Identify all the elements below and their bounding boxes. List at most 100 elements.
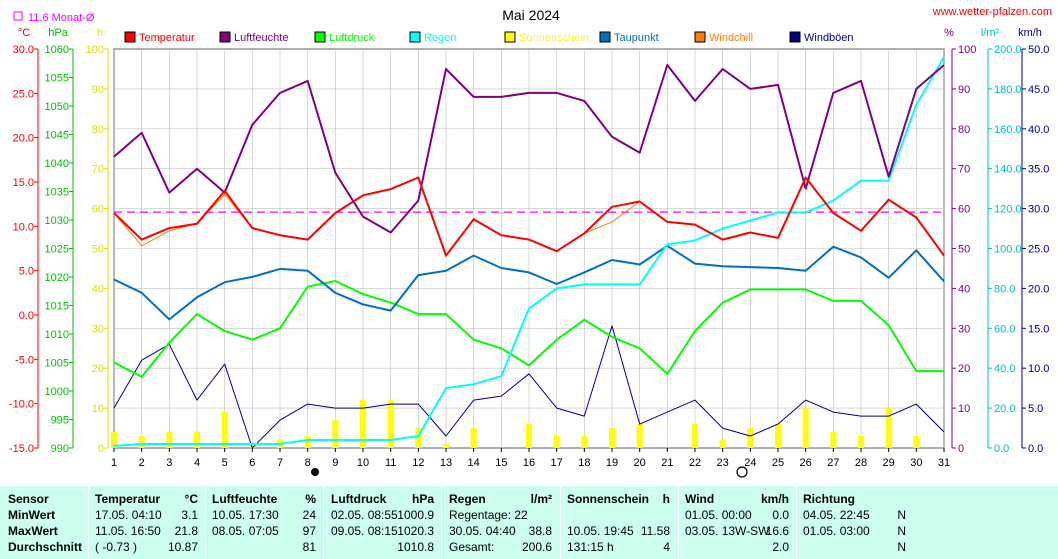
- legend-swatch: [314, 31, 326, 43]
- pressure-tick-label: 1010: [45, 329, 69, 341]
- table-cell: 200.6: [521, 540, 552, 554]
- sunshine-bar: [858, 436, 864, 448]
- table-cell: N: [897, 540, 906, 554]
- sunshine-bar: [553, 436, 560, 448]
- avg-legend-label: 11.6 Monat-Ø: [28, 12, 95, 24]
- weather-chart: Mai 2024 www.wetter-pfalzen.com 11.6 Mon…: [9, 6, 1052, 478]
- x-tick-label: 14: [468, 457, 480, 469]
- humidity-tick-label: 100: [958, 44, 976, 56]
- rain-tick-label: 60.0: [994, 323, 1015, 335]
- table-cell: 10.87: [167, 540, 198, 554]
- x-tick-label: 8: [305, 457, 311, 469]
- x-tick-label: 15: [495, 457, 507, 469]
- x-tick-label: 9: [332, 457, 338, 469]
- pressure-tick-label: 1040: [45, 158, 69, 170]
- wind-tick-label: 35.0: [1028, 164, 1049, 176]
- wind-tick-label: 45.0: [1028, 84, 1049, 96]
- table-cell: %: [305, 492, 316, 506]
- x-tick-label: 29: [883, 457, 895, 469]
- legend-swatch: [694, 31, 706, 43]
- series-line-windböen: [113, 325, 945, 449]
- temp-tick-label: -5.0: [15, 354, 34, 366]
- temp-tick-label: 5.0: [19, 266, 34, 278]
- table-cell: 11.05. 16:50: [95, 524, 161, 538]
- sunshine-bar: [415, 428, 422, 448]
- pressure-tick-label: 1025: [45, 244, 69, 256]
- x-tick-label: 28: [855, 457, 867, 469]
- table-cell: 21.8: [174, 524, 198, 538]
- sunshine-bar: [636, 424, 643, 448]
- sunshine-bar: [719, 440, 726, 448]
- sunshine-tick-label: 60: [92, 204, 104, 216]
- x-tick-label: 30: [910, 457, 922, 469]
- stats-table: Sensor Temperatur °C Luftfeuchte% Luftdruck h…: [0, 486, 1058, 559]
- website-link[interactable]: www.wetter-pfalzen.com: [932, 6, 1052, 18]
- legend-swatch: [124, 31, 136, 43]
- legend-swatch: [789, 31, 801, 43]
- x-tick-label: 2: [139, 457, 145, 469]
- x-tick-label: 26: [800, 457, 812, 469]
- rain-tick-label: 200.0: [994, 44, 1022, 56]
- table-divider: [560, 486, 561, 559]
- legend-label: Taupunkt: [614, 32, 659, 44]
- full-moon-icon: [736, 466, 748, 478]
- table-cell: N: [897, 508, 906, 522]
- sunshine-bar: [332, 420, 339, 448]
- plot-area: [113, 48, 945, 449]
- table-cell: h: [662, 492, 670, 506]
- sunshine-bar: [249, 444, 256, 448]
- legend-label: Windböen: [804, 32, 854, 44]
- table-cell: Richtung: [803, 492, 855, 506]
- table-cell: °C: [184, 492, 198, 506]
- sunshine-bar: [166, 432, 173, 448]
- table-cell: 09.05. 08:15: [331, 524, 398, 538]
- series-layer: [111, 56, 945, 449]
- table-cell: 0.0: [772, 508, 789, 522]
- chart-title: Mai 2024: [502, 7, 560, 23]
- x-tick-label: 20: [634, 457, 646, 469]
- chart-legend: Temperatur Luftfeuchte Luftdruck Regen Sonne…: [124, 31, 854, 44]
- table-divider: [205, 486, 206, 559]
- humidity-tick-label: 70: [958, 164, 970, 176]
- series-line-luftfeuchte: [113, 64, 945, 234]
- table-cell: Gesamt:: [449, 540, 495, 554]
- sunshine-bar: [470, 428, 477, 448]
- wind-tick-label: 30.0: [1028, 204, 1049, 216]
- sunshine-bar: [194, 432, 200, 448]
- x-tick-label: 16: [523, 457, 535, 469]
- wind-tick-label: 0.0: [1028, 443, 1043, 455]
- pressure-tick-label: 1030: [45, 215, 69, 227]
- table-cell: 30.05. 04:40: [449, 524, 516, 538]
- humidity-tick-label: 30: [958, 323, 970, 335]
- pressure-tick-label: 1060: [45, 44, 69, 56]
- rain-tick-label: 180.0: [994, 84, 1022, 96]
- table-cell: 10.05. 19:45: [567, 524, 634, 538]
- sunshine-tick-label: 10: [92, 403, 104, 415]
- table-cell: Durchschnitt: [8, 540, 83, 554]
- x-tick-label: 13: [440, 457, 452, 469]
- sunshine-tick-label: 100: [86, 44, 104, 56]
- table-cell: 38.8: [528, 524, 552, 538]
- sunshine-tick-label: 80: [92, 124, 104, 136]
- table-cell: ( -0.73 ): [95, 540, 138, 554]
- table-cell: 4: [663, 540, 670, 554]
- sunshine-bar: [913, 436, 920, 448]
- table-divider: [796, 486, 797, 559]
- x-tick-label: 18: [578, 457, 590, 469]
- legend-swatch: [599, 31, 611, 43]
- sunshine-bar: [443, 444, 449, 448]
- pressure-axis-unit: hPa: [48, 27, 68, 39]
- sunshine-bar: [526, 424, 532, 448]
- series-line-luftdruck: [113, 280, 944, 378]
- table-cell: N: [897, 524, 906, 538]
- pressure-tick-label: 1045: [45, 130, 69, 142]
- temp-tick-label: 0.0: [19, 310, 34, 322]
- table-cell: 1000.9: [397, 508, 434, 522]
- x-tick-label: 5: [222, 457, 228, 469]
- rain-tick-label: 80.0: [994, 283, 1015, 295]
- x-tick-label: 23: [717, 457, 729, 469]
- x-tick-label: 4: [194, 457, 200, 469]
- x-tick-label: 25: [772, 457, 784, 469]
- x-tick-label: 6: [249, 457, 255, 469]
- temp-tick-label: -10.0: [9, 399, 34, 411]
